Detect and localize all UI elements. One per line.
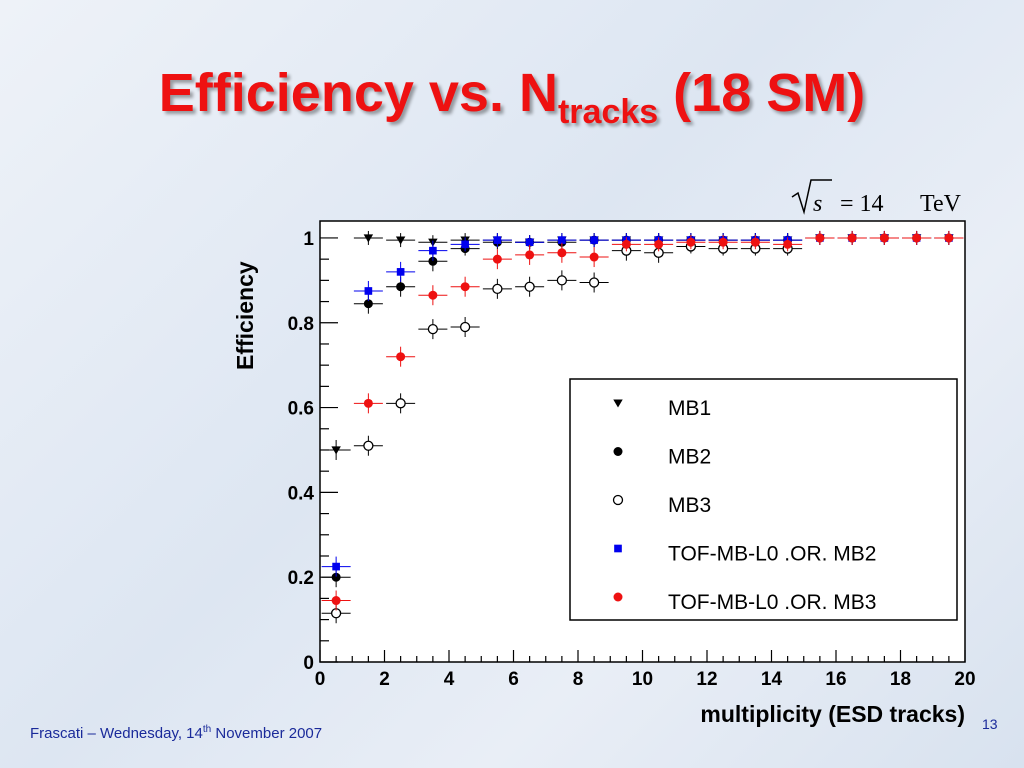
data-point [395, 236, 406, 245]
data-point [331, 572, 341, 582]
data-point [879, 233, 889, 243]
data-point [363, 299, 373, 309]
title-main: Efficiency vs. N [158, 63, 558, 123]
data-point [815, 233, 825, 243]
data-point [461, 240, 469, 249]
legend-marker [613, 399, 623, 408]
data-point [396, 268, 405, 276]
legend-box [569, 378, 958, 621]
data-point [524, 281, 535, 292]
data-point [363, 440, 374, 451]
data-point [395, 398, 406, 409]
x-tick-label: 20 [954, 669, 975, 690]
data-point [331, 446, 341, 455]
data-point [557, 248, 567, 258]
title-subscript: tracks [557, 93, 659, 131]
footer-text: Frascati – Wednesday, 14 [30, 725, 203, 742]
y-axis: 0 0.2 0.4 0.6 0.8 1 [288, 229, 338, 674]
legend: MB1 MB2 MB3 TOF-MB-L0 .OR. MB2 TOF-MB-L0 .OR… [569, 378, 958, 621]
x-tick-label: 2 [379, 669, 390, 690]
data-point [492, 254, 502, 264]
legend-label: MB3 [668, 494, 711, 517]
x-tick-label: 18 [890, 669, 911, 690]
data-point [588, 277, 600, 288]
x-axis: 0 2 4 6 8 10 12 14 16 18 20 [315, 650, 976, 690]
data-point [847, 233, 857, 243]
legend-marker [614, 544, 622, 553]
data-point [654, 239, 664, 249]
energy-annotation: s = 14 TeV [791, 179, 962, 217]
title-tail: (18 SM) [658, 63, 866, 123]
data-point [492, 283, 503, 294]
data-point [363, 234, 374, 243]
legend-label: MB1 [668, 397, 711, 420]
data-point [396, 352, 406, 362]
footer-superscript: th [202, 724, 212, 735]
data-point [718, 237, 728, 247]
y-tick-label: 0.8 [288, 314, 314, 335]
data-point [912, 233, 922, 243]
data-point [428, 290, 438, 300]
y-tick-label: 0 [303, 653, 314, 674]
x-tick-label: 10 [632, 669, 653, 690]
data-point [525, 250, 535, 260]
data-point [363, 398, 373, 408]
y-axis-title: Efficiency [232, 261, 258, 370]
legend-label: TOF-MB-L0 .OR. MB3 [668, 591, 876, 614]
data-point [944, 233, 954, 243]
data-point [525, 238, 534, 247]
data-point [493, 236, 502, 244]
x-tick-label: 16 [825, 669, 846, 690]
data-point [459, 321, 471, 333]
legend-marker [612, 494, 624, 506]
footer: Frascati – Wednesday, 14th November 2007 [30, 724, 322, 742]
footer-text-end: November 2007 [211, 725, 323, 742]
data-point [396, 282, 406, 292]
data-point [429, 246, 437, 255]
sqrt-symbol [791, 179, 832, 215]
data-point [750, 237, 760, 247]
x-tick-label: 0 [315, 669, 326, 690]
legend-marker [613, 447, 623, 456]
data-point [558, 236, 566, 244]
data-point [686, 237, 696, 247]
x-tick-label: 4 [444, 669, 455, 690]
data-point [590, 236, 598, 244]
data-point [556, 275, 568, 286]
slide-title: Efficiency vs. Ntracks (18 SM) [0, 62, 1024, 132]
data-point [589, 252, 599, 262]
legend-label: MB2 [668, 446, 711, 469]
data-point [460, 282, 470, 292]
y-tick-label: 1 [303, 229, 314, 250]
x-tick-label: 6 [508, 669, 519, 690]
annotation-unit: TeV [920, 191, 962, 217]
y-tick-label: 0.6 [288, 399, 314, 420]
series-mb3 [321, 239, 803, 624]
x-axis-title: multiplicity (ESD tracks) [700, 701, 965, 727]
data-point [331, 596, 341, 606]
x-tick-label: 12 [696, 669, 717, 690]
y-tick-label: 0.4 [288, 483, 315, 504]
series-tof-mb-l0-or-mb3 [321, 230, 964, 611]
data-point [332, 562, 340, 571]
y-tick-label: 0.2 [288, 568, 314, 589]
data-point [783, 239, 793, 249]
annotation-value: = 14 [840, 191, 884, 217]
x-tick-label: 14 [761, 669, 783, 690]
data-point [621, 239, 631, 249]
annotation-s: s [813, 191, 822, 217]
page-number: 13 [982, 716, 998, 732]
data-point [428, 256, 438, 266]
legend-label: TOF-MB-L0 .OR. MB2 [668, 543, 876, 566]
legend-marker [613, 592, 623, 602]
data-point [364, 287, 373, 295]
data-point [427, 323, 439, 335]
x-tick-label: 8 [573, 669, 584, 690]
